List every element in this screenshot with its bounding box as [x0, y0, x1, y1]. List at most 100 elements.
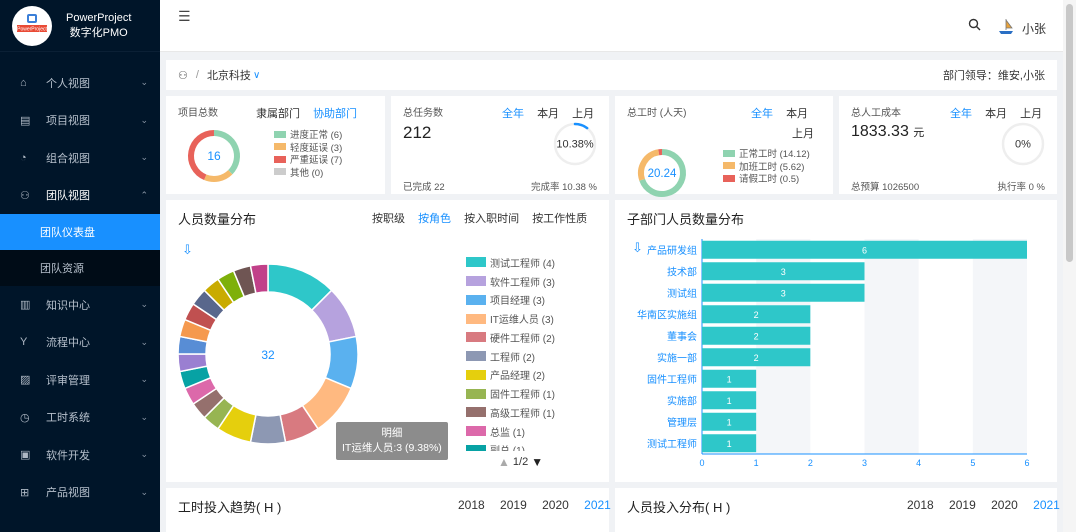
y-tick-label[interactable]: 董事会 — [667, 330, 697, 343]
download-icon[interactable]: ⇩ — [182, 242, 193, 257]
team-icon: ⚇ — [20, 189, 30, 202]
projects-slice-1[interactable] — [204, 169, 233, 182]
download-icon[interactable]: ⇩ — [632, 240, 643, 255]
sidebar-item-personal-view[interactable]: ⌂ 个人视图 ⌄ — [0, 64, 160, 102]
bar[interactable] — [702, 369, 757, 388]
tab-year-2019[interactable]: 2019 — [949, 498, 976, 512]
legend-item[interactable]: 其他 (0) — [274, 166, 342, 179]
tab-year-2018[interactable]: 2018 — [907, 498, 934, 512]
sidebar-item-timesheet[interactable]: ◷ 工时系统 ⌄ — [0, 399, 160, 437]
bar[interactable] — [702, 348, 811, 367]
y-tick-label[interactable]: 技术部 — [667, 265, 697, 278]
hours-slice-0[interactable] — [639, 149, 686, 197]
legend-item[interactable]: 总监 (1) — [466, 422, 555, 441]
tab-this-month[interactable]: 本月 — [786, 108, 809, 120]
bar[interactable] — [702, 262, 865, 281]
legend-item[interactable]: 软件工程师 (3) — [466, 272, 555, 291]
tab-year-2018[interactable]: 2018 — [458, 498, 485, 512]
y-tick-label[interactable]: 测试组 — [667, 287, 697, 300]
sidebar-item-flow-center[interactable]: Y 流程中心 ⌄ — [0, 324, 160, 362]
tab-year[interactable]: 全年 — [950, 108, 972, 120]
bar-value-label: 3 — [781, 267, 786, 277]
tab-year-2020[interactable]: 2020 — [991, 498, 1018, 512]
tab-by-level[interactable]: 按职级 — [372, 213, 405, 225]
legend-item[interactable]: 工程师 (2) — [466, 347, 555, 366]
tab-by-work-type[interactable]: 按工作性质 — [532, 213, 588, 225]
sidebar-item-portfolio-view[interactable]: ◔ 组合视图 ⌄ — [0, 139, 160, 177]
tab-year[interactable]: 全年 — [751, 108, 773, 120]
legend-item[interactable]: 高级工程师 (1) — [466, 403, 555, 422]
sidebar-item-review-management[interactable]: ▨ 评审管理 ⌄ — [0, 361, 160, 399]
tab-this-month[interactable]: 本月 — [985, 108, 1008, 120]
chevron-down-icon[interactable]: ∨ — [252, 69, 261, 81]
y-tick-label[interactable]: 测试工程师 — [647, 437, 697, 450]
next-page-icon[interactable]: ▼ — [531, 455, 544, 469]
bar[interactable] — [702, 240, 1027, 259]
sidebar-item-product-view[interactable]: ⊞ 产品视图 ⌄ — [0, 474, 160, 512]
team-icon[interactable]: ⚇ — [178, 69, 188, 82]
y-tick-label[interactable]: 实施部 — [667, 394, 697, 407]
legend-item[interactable]: IT运维人员 (3) — [466, 309, 555, 328]
scrollbar-thumb[interactable] — [1066, 4, 1073, 262]
subdepartment-chart-card: 子部门人员数量分布 ⇩ 0 1 2 3 4 5 6 6 产品研发组 3 技术部 3 测试组 2 华南区实施组… — [615, 200, 1057, 482]
projects-slice-2[interactable] — [188, 130, 215, 181]
people-total: 32 — [261, 348, 275, 362]
legend-swatch — [274, 155, 286, 163]
bar[interactable] — [702, 434, 757, 453]
tab-last-month[interactable]: 上月 — [792, 128, 814, 140]
tab-year-2020[interactable]: 2020 — [542, 498, 569, 512]
sidebar-item-knowledge-center[interactable]: ▥ 知识中心 ⌄ — [0, 286, 160, 324]
tab-by-join-date[interactable]: 按入职时间 — [464, 213, 520, 225]
legend-item[interactable]: 正常工时 (14.12) — [723, 147, 810, 160]
legend-item[interactable]: 副总 (1) — [466, 441, 555, 451]
logo-area[interactable]: PowerProject PowerProject 数字化PMO — [0, 0, 160, 52]
tab-last-month[interactable]: 上月 — [1020, 108, 1043, 120]
sidebar-item-project-view[interactable]: ▤ 项目视图 ⌄ — [0, 102, 160, 140]
legend-item[interactable]: 测试工程师 (4) — [466, 253, 555, 272]
y-tick-label[interactable]: 华南区实施组 — [637, 308, 697, 321]
legend-item[interactable]: 轻度延误 (3) — [274, 141, 342, 154]
sidebar-item-team-view[interactable]: ⚇ 团队视图 ⌃ — [0, 177, 160, 215]
bar[interactable] — [702, 412, 757, 431]
sidebar-subitem-team-resources[interactable]: 团队资源 — [0, 250, 160, 286]
prev-page-icon[interactable]: ▲ — [498, 455, 510, 469]
bar[interactable] — [702, 283, 865, 302]
tab-own-department[interactable]: 隶属部门 — [256, 108, 300, 120]
projects-slice-0[interactable] — [213, 130, 240, 175]
tab-this-month[interactable]: 本月 — [537, 108, 560, 120]
legend-item[interactable]: 固件工程师 (1) — [466, 384, 555, 403]
sidebar-item-software-dev[interactable]: ▣ 软件开发 ⌄ — [0, 436, 160, 474]
legend-label: 轻度延误 (3) — [290, 142, 343, 154]
tab-by-role[interactable]: 按角色 — [418, 213, 452, 225]
legend-item[interactable]: 硬件工程师 (2) — [466, 328, 555, 347]
org-selector[interactable]: 北京科技 — [206, 70, 251, 82]
tab-assist-department[interactable]: 协助部门 — [313, 108, 358, 120]
y-tick-label[interactable]: 实施一部 — [657, 351, 697, 364]
tab-year-2021[interactable]: 2021 — [1033, 498, 1060, 512]
user-avatar[interactable] — [996, 17, 1016, 35]
legend-item[interactable]: 进度正常 (6) — [274, 128, 342, 141]
y-tick-label[interactable]: 产品研发组 — [647, 244, 697, 257]
legend-item[interactable]: 严重延误 (7) — [274, 153, 342, 166]
search-icon[interactable] — [968, 18, 981, 34]
bar[interactable] — [702, 305, 811, 324]
tab-year-2021[interactable]: 2021 — [584, 498, 611, 512]
bar-value-label: 6 — [862, 245, 867, 255]
y-tick-label[interactable]: 管理层 — [667, 416, 697, 429]
legend-item[interactable]: 请假工时 (0.5) — [723, 172, 810, 185]
legend-item[interactable]: 产品经理 (2) — [466, 366, 555, 385]
legend-item[interactable]: 项目经理 (3) — [466, 291, 555, 310]
menu-fold-icon[interactable]: ☰ — [178, 8, 191, 24]
bar[interactable] — [702, 391, 757, 410]
hours-donut: 20.24 — [638, 149, 686, 197]
user-name[interactable]: 小张 — [1022, 22, 1047, 36]
tab-year-2019[interactable]: 2019 — [500, 498, 527, 512]
people-slice-19[interactable] — [249, 263, 269, 295]
hours-slice-1[interactable] — [638, 149, 660, 181]
tab-year[interactable]: 全年 — [502, 108, 524, 120]
y-tick-label[interactable]: 固件工程师 — [647, 373, 697, 386]
sidebar-subitem-team-dashboard[interactable]: 团队仪表盘 — [0, 214, 160, 250]
tab-last-month[interactable]: 上月 — [572, 108, 595, 120]
bar[interactable] — [702, 326, 811, 345]
legend-item[interactable]: 加班工时 (5.62) — [723, 160, 810, 173]
